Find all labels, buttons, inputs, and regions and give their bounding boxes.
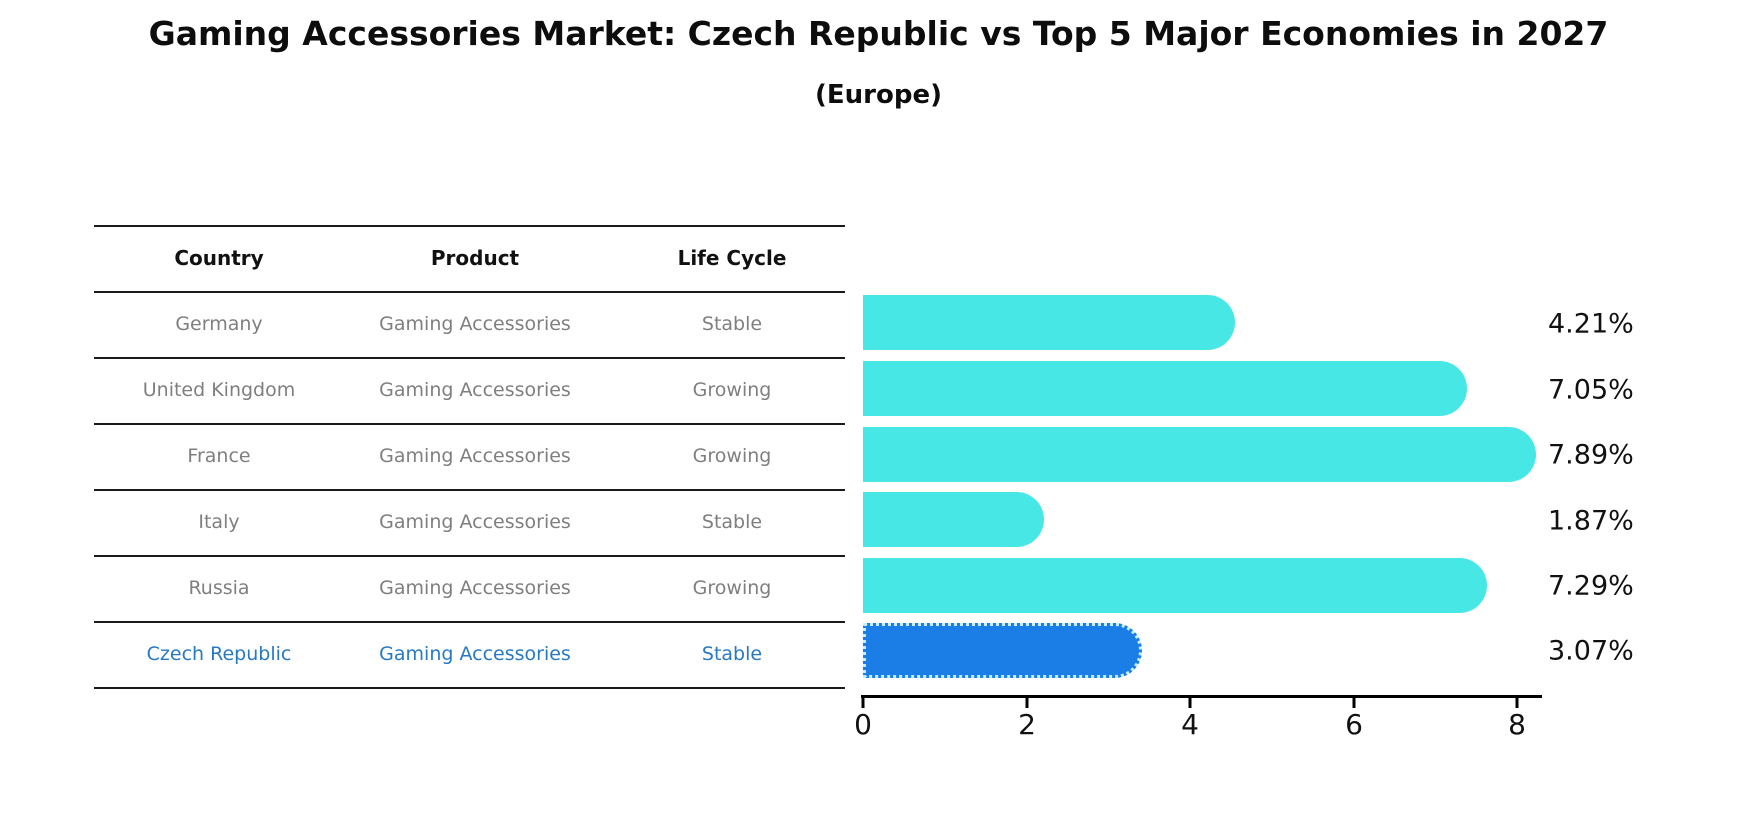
x-axis-tick-label: 6 bbox=[1345, 708, 1363, 741]
value-label: 7.89% bbox=[1548, 439, 1634, 471]
table-divider bbox=[94, 225, 845, 227]
table-divider bbox=[94, 357, 845, 359]
x-axis-tick-label: 4 bbox=[1181, 708, 1199, 741]
country-cell: Italy bbox=[198, 511, 240, 533]
value-label: 7.05% bbox=[1548, 374, 1634, 406]
x-axis-tick bbox=[1188, 698, 1192, 708]
table-divider bbox=[94, 423, 845, 425]
table-divider bbox=[94, 687, 845, 689]
product-cell: Gaming Accessories bbox=[379, 577, 571, 599]
bar-france bbox=[863, 427, 1536, 482]
bar-italy bbox=[863, 492, 1044, 547]
lifecycle-cell: Stable bbox=[701, 643, 763, 665]
country-cell: Germany bbox=[175, 313, 263, 335]
x-axis-tick bbox=[1515, 698, 1519, 708]
x-axis-tick bbox=[861, 698, 865, 708]
x-axis-tick bbox=[1025, 698, 1029, 708]
value-label: 4.21% bbox=[1548, 308, 1634, 340]
column-header-country: Country bbox=[174, 246, 264, 270]
x-axis-tick-label: 0 bbox=[854, 708, 872, 741]
product-cell: Gaming Accessories bbox=[379, 313, 571, 335]
lifecycle-cell: Growing bbox=[692, 379, 772, 401]
product-cell: Gaming Accessories bbox=[379, 445, 571, 467]
value-label: 7.29% bbox=[1548, 570, 1634, 602]
x-axis-tick-label: 8 bbox=[1508, 708, 1526, 741]
bar-united-kingdom bbox=[863, 361, 1468, 416]
x-axis-tick-label: 2 bbox=[1018, 708, 1036, 741]
x-axis-tick bbox=[1352, 698, 1356, 708]
chart-title: Gaming Accessories Market: Czech Republi… bbox=[148, 14, 1609, 53]
table-divider bbox=[94, 291, 845, 293]
product-cell: Gaming Accessories bbox=[379, 379, 571, 401]
column-header-life-cycle: Life Cycle bbox=[677, 246, 787, 270]
bar-czech-republic bbox=[863, 623, 1142, 678]
lifecycle-cell: Stable bbox=[701, 511, 763, 533]
country-cell: Czech Republic bbox=[146, 643, 292, 665]
column-header-product: Product bbox=[430, 246, 520, 270]
country-cell: France bbox=[187, 445, 251, 467]
value-label: 3.07% bbox=[1548, 635, 1634, 667]
lifecycle-cell: Growing bbox=[692, 577, 772, 599]
country-cell: Russia bbox=[188, 577, 250, 599]
table-divider bbox=[94, 489, 845, 491]
country-cell: United Kingdom bbox=[142, 379, 296, 401]
chart-subtitle: (Europe) bbox=[815, 80, 942, 110]
value-label: 1.87% bbox=[1548, 505, 1634, 537]
bar-russia bbox=[863, 558, 1487, 613]
product-cell: Gaming Accessories bbox=[379, 643, 571, 665]
bar-germany bbox=[863, 295, 1236, 350]
lifecycle-cell: Growing bbox=[692, 445, 772, 467]
table-divider bbox=[94, 555, 845, 557]
lifecycle-cell: Stable bbox=[701, 313, 763, 335]
x-axis-line bbox=[861, 695, 1542, 698]
product-cell: Gaming Accessories bbox=[379, 511, 571, 533]
table-divider bbox=[94, 621, 845, 623]
